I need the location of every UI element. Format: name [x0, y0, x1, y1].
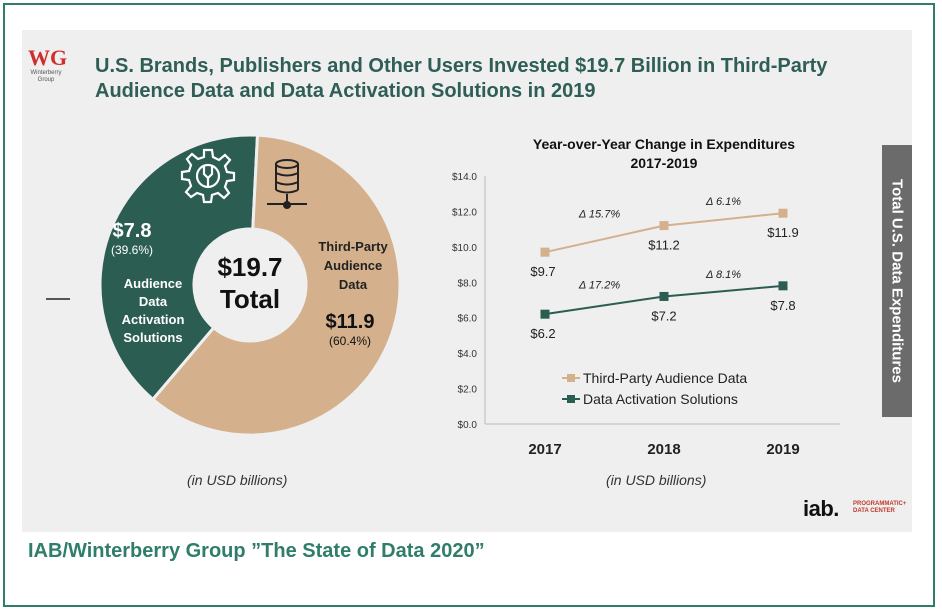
data-point-thirdparty — [540, 247, 550, 257]
y-tick-label: $2.0 — [458, 385, 478, 396]
segment-activation-name-2: Data — [139, 294, 168, 309]
segment-thirdparty-name-3: Data — [339, 277, 368, 292]
segment-activation-value: $7.8 — [113, 220, 152, 242]
sidebar-band — [882, 145, 912, 417]
data-point-activation — [659, 291, 669, 301]
x-ticks: 2017 2018 2019 — [528, 441, 799, 458]
x-tick-label: 2018 — [647, 441, 680, 458]
divider-mark — [46, 298, 70, 300]
data-label-thirdparty: $11.9 — [767, 225, 799, 240]
iab-sub-line1: PROGRAMMATIC+ — [853, 501, 907, 507]
page-frame — [3, 3, 935, 607]
change-label-thirdparty: Δ 6.1% — [705, 196, 741, 208]
legend-marker-thirdparty — [567, 374, 575, 382]
logo-mark: WG — [28, 45, 68, 70]
database-icon — [267, 159, 307, 209]
change-label-activation: Δ 8.1% — [705, 269, 741, 281]
x-tick-label: 2017 — [528, 441, 561, 458]
logo-name: Winterberry Group — [30, 70, 62, 83]
iab-mark: iab. — [803, 496, 839, 521]
gear-wrench-icon — [180, 148, 236, 204]
y-tick-label: $12.0 — [452, 207, 477, 218]
segment-thirdparty-value: $11.9 — [326, 311, 375, 333]
segment-activation-pct: (39.6%) — [111, 243, 153, 257]
data-point-thirdparty — [659, 221, 669, 231]
donut-slice-activation — [98, 133, 260, 402]
chart-title: Year-over-Year Change in Expenditures — [533, 136, 795, 152]
change-label-activation: Δ 17.2% — [578, 279, 620, 291]
data-label-activation: $7.8 — [770, 298, 795, 313]
segment-activation-name-3: Activation — [122, 312, 185, 327]
iab-subtitle: PROGRAMMATIC+ DATA CENTER — [853, 501, 906, 515]
chart-subtitle: 2017-2019 — [631, 155, 698, 171]
y-ticks: $0.0 $2.0 $4.0 $6.0 $8.0 $10.0 $12.0 $14.0 — [452, 172, 477, 431]
winterberry-logo: WG Winterberry Group — [28, 45, 68, 84]
segment-thirdparty-name-2: Audience — [324, 258, 383, 273]
y-tick-label: $10.0 — [452, 243, 477, 254]
data-point-activation — [540, 309, 550, 319]
y-tick-label: $0.0 — [458, 420, 478, 431]
iab-sub-line2: DATA CENTER — [853, 508, 895, 514]
data-point-activation — [778, 281, 788, 291]
data-label-thirdparty: $9.7 — [530, 264, 555, 279]
data-point-thirdparty — [778, 208, 788, 218]
sidebar-label-text: Total U.S. Data Expenditures — [888, 179, 906, 383]
y-tick-label: $8.0 — [458, 278, 478, 289]
change-label-thirdparty: Δ 15.7% — [578, 209, 620, 221]
y-tick-label: $4.0 — [458, 349, 478, 360]
y-tick-label: $14.0 — [452, 172, 477, 183]
data-label-activation: $7.2 — [651, 308, 676, 323]
legend: Third-Party Audience Data Data Activatio… — [562, 370, 747, 407]
footer-source: IAB/Winterberry Group ”The State of Data… — [28, 540, 485, 562]
segment-thirdparty-name-1: Third-Party — [318, 239, 388, 254]
sidebar-label: Total U.S. Data Expenditures — [882, 145, 912, 417]
series-layer: $9.7 $11.2 $11.9 Δ 15.7% Δ 6.1% $6.2 $7.2 $7.8 Δ… — [530, 196, 798, 341]
donut-center-label: Total — [220, 284, 280, 314]
slide-title: U.S. Brands, Publishers and Other Users … — [95, 55, 828, 102]
data-label-thirdparty: $11.2 — [648, 238, 680, 253]
legend-label-activation: Data Activation Solutions — [583, 391, 738, 407]
y-tick-label: $6.0 — [458, 314, 478, 325]
donut-slice-thirdparty — [150, 133, 402, 437]
legend-marker-activation — [567, 395, 575, 403]
donut-center-value: $19.7 — [217, 252, 282, 282]
donut-slices — [98, 133, 402, 437]
legend-label-thirdparty: Third-Party Audience Data — [583, 370, 747, 386]
data-label-activation: $6.2 — [530, 326, 555, 341]
segment-thirdparty-pct: (60.4%) — [329, 334, 371, 348]
segment-activation-name-4: Solutions — [123, 330, 182, 345]
x-tick-label: 2019 — [766, 441, 799, 458]
segment-activation-name-1: Audience — [124, 276, 183, 291]
donut-units-note: (in USD billions) — [187, 472, 288, 488]
line-units-note: (in USD billions) — [606, 472, 707, 488]
iab-logo: iab. PROGRAMMATIC+ DATA CENTER — [803, 496, 906, 522]
